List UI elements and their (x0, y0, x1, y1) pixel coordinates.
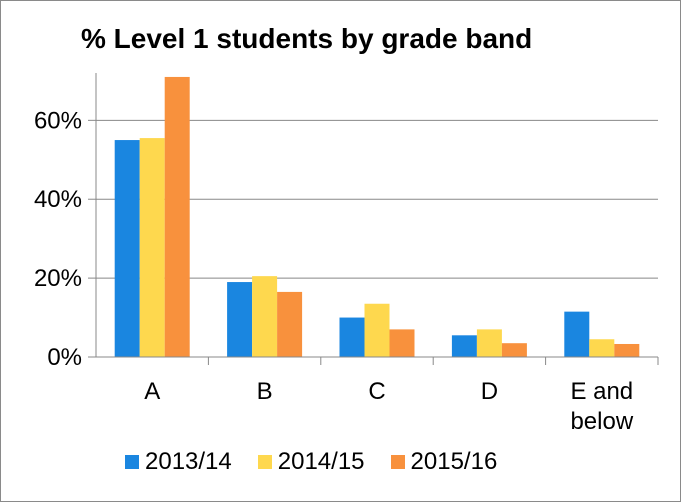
bar-2015-16-c (389, 329, 415, 357)
tick-labels: 0% 20% 40% 60% A B C D E and below (34, 107, 634, 435)
legend-label-series-3: 2015/16 (410, 448, 498, 475)
bar-2015-16-e-and-below (614, 343, 640, 357)
x-tick-label: C (368, 378, 385, 405)
x-tick-label-line: below (570, 408, 633, 435)
legend-swatch-series-1 (125, 455, 139, 469)
bar-2015-16-a (164, 76, 190, 357)
legend-swatch-series-2 (257, 455, 272, 469)
bar-2014-15-d (476, 329, 502, 357)
x-tick-label: A (144, 378, 160, 405)
bar-2013-14-e-and-below (564, 311, 590, 357)
x-tick-label: D (481, 378, 498, 405)
bar-2014-15-e-and-below (589, 339, 615, 357)
x-tick-label-line: A (144, 378, 160, 405)
x-tick-label: E and below (570, 378, 633, 435)
bar-2014-15-b (252, 276, 278, 357)
x-tick-label-line: B (257, 378, 273, 405)
y-tick-label: 0% (47, 344, 82, 371)
y-tick-label: 60% (34, 107, 82, 134)
legend-item-series-2: 2014/15 (257, 448, 365, 476)
legend-label-series-1: 2013/14 (145, 448, 232, 475)
legend-item-series-3: 2015/16 (390, 448, 498, 476)
y-tick-label: 20% (34, 265, 82, 292)
x-tick-label-line: D (481, 378, 498, 405)
bars (114, 76, 640, 357)
x-tick-label-line: C (368, 378, 385, 405)
legend-label-series-2: 2014/15 (277, 448, 365, 475)
chart-title: % Level 1 students by grade band (81, 23, 533, 54)
legend-swatch-series-3 (390, 455, 405, 469)
x-tick-label: B (257, 378, 273, 405)
x-tick-label-line: E and (570, 378, 633, 405)
bar-2014-15-a (139, 138, 165, 357)
bar-2013-14-c (339, 317, 365, 357)
axes (88, 73, 659, 365)
bar-2015-16-b (277, 291, 303, 357)
bar-2013-14-b (227, 282, 253, 357)
legend-item-series-1: 2013/14 (125, 448, 232, 476)
y-tick-label: 40% (34, 186, 82, 213)
bar-2013-14-d (451, 335, 477, 357)
legend: 2013/14 2014/15 2015/16 (125, 448, 523, 476)
bar-2015-16-d (501, 343, 527, 357)
bar-2013-14-a (114, 140, 140, 357)
bar-2014-15-c (364, 303, 390, 357)
